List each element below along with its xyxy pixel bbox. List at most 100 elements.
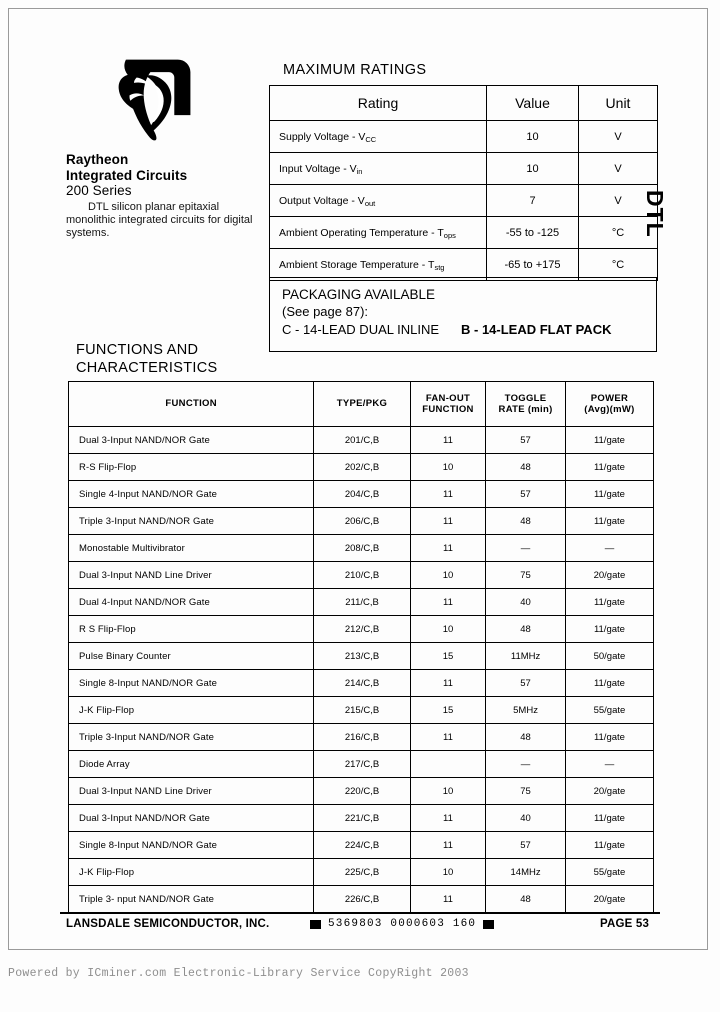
cell-power: 11/gate [564,615,655,643]
cell-toggle: 48 [485,723,566,751]
cell-power: 20/gate [564,885,655,913]
cell-function: Dual 3-Input NAND Line Driver [67,777,315,805]
packaging-option-b: B - 14-LEAD FLAT PACK [461,322,612,337]
cell-typepkg: 224/C,B [313,831,411,859]
table-row: J-K Flip-Flop 225/C,B 10 14MHz 55/gate [67,858,655,886]
col-header-power: POWER (Avg)(mW) [564,381,655,427]
rating-subscript: ops [443,231,456,240]
rating-unit: V [578,120,658,153]
packaging-available-box: PACKAGING AVAILABLE (See page 87): C - 1… [269,277,657,352]
functions-header-row: FUNCTION TYPE/PKG FAN-OUT FUNCTION TOGGL… [67,381,655,427]
cell-power: 50/gate [564,642,655,670]
packaging-options: C - 14-LEAD DUAL INLINE B - 14-LEAD FLAT … [282,321,656,338]
functions-characteristics-table: FUNCTION TYPE/PKG FAN-OUT FUNCTION TOGGL… [67,381,655,913]
cell-fanout: 11 [409,885,487,913]
rating-value: 7 [486,184,579,217]
rating-subscript: stg [434,263,445,272]
cell-power: 11/gate [564,507,655,535]
cell-toggle: 40 [485,588,566,616]
cell-function: Triple 3-Input NAND/NOR Gate [67,723,315,751]
rating-unit: V [578,184,658,217]
functions-heading-line2: CHARACTERISTICS [76,360,218,376]
rating-value: -65 to +175 [486,248,579,281]
cell-typepkg: 206/C,B [313,507,411,535]
rating-subscript: in [356,167,363,176]
cell-fanout: 10 [409,777,487,805]
table-row: Dual 3-Input NAND Line Driver 210/C,B 10 75… [67,561,655,589]
table-row: Triple 3- nput NAND/NOR Gate 226/C,B 11 48 2… [67,885,655,913]
cell-function: Dual 3-Input NAND/NOR Gate [67,804,315,832]
cell-typepkg: 202/C,B [313,453,411,481]
cell-toggle: 5MHz [485,696,566,724]
cell-typepkg: 213/C,B [313,642,411,670]
col-header-power-line1: POWER [590,392,629,404]
rating-name: Ambient Storage Temperature - Tstg [269,248,487,281]
cell-toggle: 48 [485,507,566,535]
table-row: Pulse Binary Counter 213/C,B 15 11MHz 50/gat… [67,642,655,670]
page-border-frame [8,8,708,950]
ratings-header-row: Rating Value Unit [269,85,658,121]
col-header-fanout: FAN-OUT FUNCTION [409,381,487,427]
cell-power: 11/gate [564,480,655,508]
cell-fanout: 10 [409,615,487,643]
ratings-row: Ambient Storage Temperature - Tstg -65 t… [269,248,658,281]
cell-typepkg: 204/C,B [313,480,411,508]
cell-power: 11/gate [564,426,655,454]
cell-power: 11/gate [564,453,655,481]
rating-unit: °C [578,248,658,281]
cell-power: 11/gate [564,669,655,697]
rating-name-text: Input Voltage - V [279,162,357,175]
cell-typepkg: 226/C,B [313,885,411,913]
cell-toggle: 48 [485,615,566,643]
cell-function: Single 8-Input NAND/NOR Gate [67,669,315,697]
cell-typepkg: 220/C,B [313,777,411,805]
col-header-fanout-line1: FAN-OUT [425,392,471,404]
ratings-header-unit: Unit [578,85,658,121]
cell-power: 55/gate [564,696,655,724]
cell-function: Dual 3-Input NAND/NOR Gate [67,426,315,454]
cell-typepkg: 212/C,B [313,615,411,643]
cell-fanout: 10 [409,453,487,481]
cell-power: 11/gate [564,588,655,616]
packaging-inner: PACKAGING AVAILABLE (See page 87): C - 1… [270,278,656,338]
col-header-toggle-line1: TOGGLE [504,392,547,404]
table-row: Dual 3-Input NAND Line Driver 220/C,B 10 75… [67,777,655,805]
table-row: Single 4-Input NAND/NOR Gate 204/C,B 11 57 1… [67,480,655,508]
cell-toggle: — [485,534,566,562]
cell-typepkg: 210/C,B [313,561,411,589]
max-ratings-title: MAXIMUM RATINGS [283,62,427,78]
table-row: R S Flip-Flop 212/C,B 10 48 11/gate [67,615,655,643]
rating-name-text: Ambient Storage Temperature - T [279,258,435,271]
cell-toggle: 48 [485,453,566,481]
footer-barcode-number: 5369803 0000603 160 [310,918,495,930]
cell-typepkg: 211/C,B [313,588,411,616]
cell-typepkg: 215/C,B [313,696,411,724]
rating-name-text: Ambient Operating Temperature - T [279,226,444,239]
watermark-text: Powered by ICminer.com Electronic-Librar… [8,967,469,980]
rating-value: -55 to -125 [486,216,579,249]
col-header-power-line2: (Avg)(mW) [584,404,635,415]
rating-name-text: Output Voltage - V [279,194,365,207]
packaging-title: PACKAGING AVAILABLE [282,287,436,302]
cell-fanout: 11 [409,426,487,454]
table-row: Monostable Multivibrator 208/C,B 11— — [67,534,655,562]
cell-power: 11/gate [564,723,655,751]
rating-value: 10 [486,152,579,185]
rating-value: 10 [486,120,579,153]
cell-typepkg: 221/C,B [313,804,411,832]
ratings-row: Ambient Operating Temperature - Tops -55… [269,216,658,249]
brand-block: Raytheon Integrated Circuits 200 Series … [66,56,256,241]
footer-page-number: PAGE 53 [600,918,650,930]
cell-typepkg: 216/C,B [313,723,411,751]
col-header-toggle: TOGGLE RATE (min) [485,381,566,427]
cell-function: R-S Flip-Flop [67,453,315,481]
ratings-header-value: Value [486,85,579,121]
cell-power: 55/gate [564,858,655,886]
cell-fanout: 11 [409,534,487,562]
rating-subscript: CC [365,135,377,144]
cell-fanout: 10 [409,858,487,886]
brand-text: Raytheon Integrated Circuits 200 Series … [66,152,256,241]
cell-function: Triple 3-Input NAND/NOR Gate [67,507,315,535]
table-row: Dual 3-Input NAND/NOR Gate 201/C,B 11 57 11/… [67,426,655,454]
brand-line-raytheon: Raytheon [66,152,129,167]
